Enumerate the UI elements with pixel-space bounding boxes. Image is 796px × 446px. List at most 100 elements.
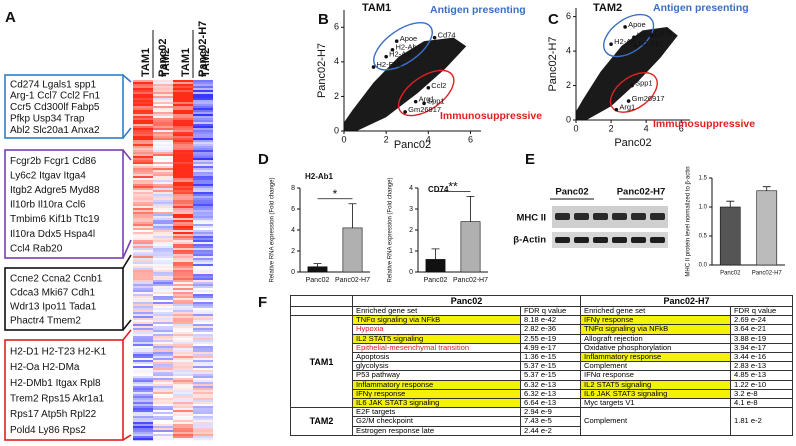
heatmap-stripe xyxy=(133,428,153,431)
heatmap-stripe xyxy=(193,386,213,389)
heatmap-stripe xyxy=(173,80,193,83)
heatmap-stripe xyxy=(173,160,193,163)
heatmap-stripe xyxy=(173,426,193,429)
heatmap-stripe xyxy=(173,322,193,325)
heatmap-stripe xyxy=(173,376,193,379)
heatmap-stripe xyxy=(173,92,193,95)
blot-membrane xyxy=(552,232,668,248)
heatmap-stripe xyxy=(133,310,153,313)
heatmap-stripe xyxy=(193,196,213,199)
heatmap-stripe xyxy=(133,118,153,121)
heatmap-stripe xyxy=(173,372,193,375)
heatmap-stripe xyxy=(133,222,153,225)
heatmap-stripe xyxy=(173,86,193,89)
lane-label: Panc02 xyxy=(555,187,588,198)
heatmap-stripe xyxy=(133,296,153,299)
labeled-point xyxy=(422,101,426,106)
heatmap-stripe xyxy=(133,388,153,391)
heatmap-stripe xyxy=(133,426,153,429)
heatmap-stripe xyxy=(153,416,173,419)
heatmap-stripe xyxy=(153,170,173,173)
heatmap-stripe xyxy=(153,160,173,163)
heatmap-stripe xyxy=(133,314,153,317)
heatmap-stripe xyxy=(173,228,193,231)
heatmap-stripe xyxy=(133,248,153,251)
heatmap-stripe xyxy=(153,262,173,265)
heatmap-stripe xyxy=(153,192,173,195)
heatmap-stripe xyxy=(173,254,193,257)
heatmap-stripe xyxy=(193,160,213,163)
heatmap-stripe xyxy=(133,402,153,405)
heatmap-stripe xyxy=(173,122,193,125)
heatmap-stripe xyxy=(173,206,193,209)
heatmap-stripe xyxy=(133,122,153,125)
heatmap-stripe xyxy=(193,324,213,327)
heatmap-stripe xyxy=(133,82,153,85)
heatmap-stripe xyxy=(193,264,213,267)
heatmap-stripe xyxy=(193,434,213,437)
point-cloud xyxy=(576,26,678,121)
x-tick-label: 2 xyxy=(384,134,389,144)
heatmap-stripe xyxy=(133,176,153,179)
heatmap-stripe xyxy=(173,434,193,437)
heatmap-stripe xyxy=(173,402,193,405)
bar xyxy=(756,190,778,266)
heatmap-stripe xyxy=(133,212,153,215)
heatmap-stripe xyxy=(153,322,173,325)
heatmap-stripe xyxy=(153,122,173,125)
column-header: FDR q value xyxy=(730,305,793,317)
heatmap-stripe xyxy=(193,164,213,167)
column-header: TAM1 xyxy=(140,48,152,77)
heatmap-stripe xyxy=(153,364,173,367)
gene-set: Inflammatory response xyxy=(580,352,731,363)
highlight-ellipse xyxy=(609,72,658,113)
heatmap-stripe xyxy=(153,426,173,429)
heatmap-stripe xyxy=(193,134,213,137)
blot-band xyxy=(555,237,570,243)
table-cell xyxy=(290,305,353,317)
gene-list-line: Ly6c2 Itgav Itga4 xyxy=(10,170,86,181)
gene-list-line: Arg-1 Ccl7 Ccl2 Fn1 xyxy=(10,91,100,102)
heatmap-stripe xyxy=(193,272,213,275)
heatmap-stripe xyxy=(153,382,173,385)
labeled-point xyxy=(432,35,437,40)
heatmap-stripe xyxy=(153,94,173,97)
heatmap-stripe xyxy=(193,114,213,117)
heatmap-stripe xyxy=(193,104,213,107)
heatmap-stripe xyxy=(193,330,213,333)
fdr-value: 3.44 e-16 xyxy=(730,352,793,363)
heatmap-stripe xyxy=(133,322,153,325)
heatmap-stripe xyxy=(193,412,213,415)
heatmap-stripe xyxy=(193,298,213,301)
heatmap-stripe xyxy=(133,398,153,401)
gene-set: IFNγ response xyxy=(352,388,521,400)
heatmap-stripe xyxy=(173,108,193,111)
gene-list-line: Phactr4 Tmem2 xyxy=(10,316,81,327)
heatmap-stripe xyxy=(133,362,153,365)
heatmap-stripe xyxy=(133,416,153,419)
heatmap-stripe xyxy=(153,100,173,103)
heatmap-stripe xyxy=(193,304,213,307)
heatmap-stripe xyxy=(153,278,173,281)
y-tick-label: 4 xyxy=(291,227,295,234)
group-header: Panc02 xyxy=(157,38,169,77)
x-tick-label: Panc02-H7 xyxy=(752,271,783,277)
heatmap-stripe xyxy=(193,408,213,411)
heatmap-stripe xyxy=(193,142,213,145)
heatmap-stripe xyxy=(193,438,213,441)
heatmap-stripe xyxy=(153,336,173,339)
heatmap-stripe xyxy=(173,96,193,99)
heatmap-stripe xyxy=(173,110,193,113)
heatmap-stripe xyxy=(153,346,173,349)
heatmap-stripe xyxy=(193,140,213,143)
heatmap-stripe xyxy=(173,410,193,413)
gene-set: TNFα signaling via NFkB xyxy=(580,324,731,335)
heatmap-stripe xyxy=(193,204,213,207)
labeled-point xyxy=(384,54,388,59)
heatmap-stripe xyxy=(133,194,153,197)
table-cell xyxy=(290,295,353,307)
error-bar xyxy=(466,196,475,222)
heatmap-stripe xyxy=(173,198,193,201)
bar xyxy=(460,221,481,273)
heatmap-stripe xyxy=(193,344,213,347)
